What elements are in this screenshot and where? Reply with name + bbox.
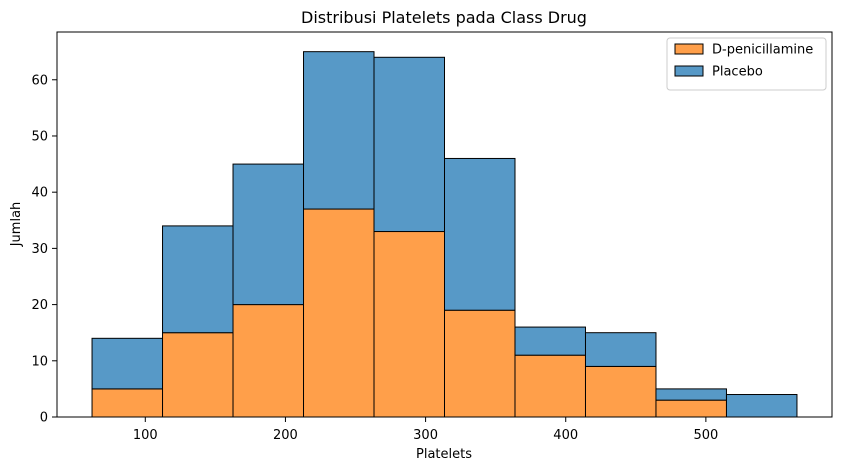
bars-group: [91, 51, 798, 418]
legend-swatch-d-penicillamine: [674, 43, 704, 55]
y-tick-label: 20: [31, 298, 48, 313]
bar-placebo-bin-9: [655, 388, 727, 401]
bar-placebo-bin-10: [725, 394, 798, 418]
bar-d-penicillamine-bin-8: [584, 365, 657, 418]
y-tick-label: 60: [31, 73, 48, 88]
chart-title: Distribusi Platelets pada Class Drug: [301, 8, 587, 27]
x-tick-label: 200: [273, 428, 298, 443]
bar-placebo-bin-4: [303, 51, 375, 210]
y-tick-label: 50: [31, 129, 48, 144]
y-tick-label: 0: [40, 411, 48, 426]
y-axis-label: Jumlah: [9, 202, 24, 248]
y-axis-ticks: 0 10 20 30 40 50 60: [31, 73, 57, 426]
bar-d-penicillamine-bin-4: [303, 208, 375, 418]
bar-placebo-bin-5: [373, 56, 445, 233]
legend-label-d-penicillamine: D-penicillamine: [712, 43, 813, 58]
bar-d-penicillamine-bin-9: [655, 399, 727, 418]
bar-d-penicillamine-bin-2: [162, 332, 234, 418]
bar-placebo-bin-6: [444, 157, 516, 311]
bar-placebo-bin-1: [91, 337, 164, 390]
y-tick-label: 40: [31, 186, 48, 201]
x-tick-label: 100: [133, 428, 158, 443]
bar-placebo-bin-8: [584, 332, 657, 367]
legend-label-placebo: Placebo: [712, 65, 763, 80]
bar-placebo-bin-2: [162, 225, 234, 334]
bar-placebo-bin-7: [514, 326, 586, 356]
x-tick-label: 500: [693, 428, 718, 443]
bar-d-penicillamine-bin-1: [91, 388, 164, 418]
legend: D-penicillamine Placebo: [666, 37, 827, 91]
x-tick-label: 400: [553, 428, 578, 443]
bar-d-penicillamine-bin-3: [232, 304, 305, 418]
y-tick-label: 10: [31, 354, 48, 369]
x-axis-ticks: 100 200 300 400 500: [133, 417, 718, 443]
y-tick-label: 30: [31, 242, 48, 257]
x-tick-label: 300: [413, 428, 438, 443]
legend-swatch-placebo: [674, 65, 704, 77]
bar-d-penicillamine-bin-7: [514, 354, 586, 418]
bar-d-penicillamine-bin-6: [444, 309, 516, 418]
x-axis-label: Platelets: [416, 447, 472, 462]
bar-d-penicillamine-bin-5: [373, 231, 445, 418]
legend-box: [666, 37, 827, 91]
plot-frame: [56, 31, 833, 418]
bar-placebo-bin-3: [232, 163, 305, 306]
